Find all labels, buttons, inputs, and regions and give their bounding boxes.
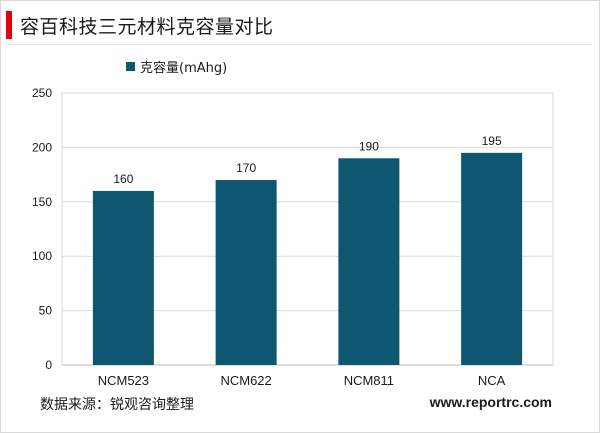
bar <box>215 180 277 365</box>
data-label: 170 <box>236 161 256 175</box>
title-accent-bar <box>6 11 12 39</box>
bar <box>338 158 400 365</box>
legend-swatch <box>126 62 135 71</box>
bar <box>92 190 154 365</box>
title-bar: 容百科技三元材料克容量对比 <box>6 10 274 40</box>
y-tick-label: 50 <box>39 304 53 318</box>
chart-title: 容百科技三元材料克容量对比 <box>20 15 274 38</box>
website-url: www.reportrc.com <box>429 394 552 410</box>
title-divider <box>6 44 592 45</box>
legend-label: 克容量(mAhg) <box>140 61 228 76</box>
y-tick-label: 150 <box>32 195 52 209</box>
data-label: 195 <box>482 134 502 148</box>
x-tick-label: NCM622 <box>220 373 271 388</box>
data-label: 190 <box>359 139 379 153</box>
legend: 克容量(mAhg) <box>126 57 227 76</box>
x-tick-label: NCA <box>478 373 506 388</box>
bar <box>461 152 523 365</box>
data-source-note: 数据来源：锐观咨询整理 <box>40 397 194 413</box>
x-tick-label: NCM811 <box>344 373 394 388</box>
y-tick-label: 200 <box>32 140 52 154</box>
data-label: 160 <box>113 172 133 186</box>
y-tick-label: 250 <box>32 86 52 100</box>
x-tick-label: NCM523 <box>98 373 149 388</box>
y-tick-label: 0 <box>45 358 52 372</box>
y-tick-label: 100 <box>32 249 52 263</box>
